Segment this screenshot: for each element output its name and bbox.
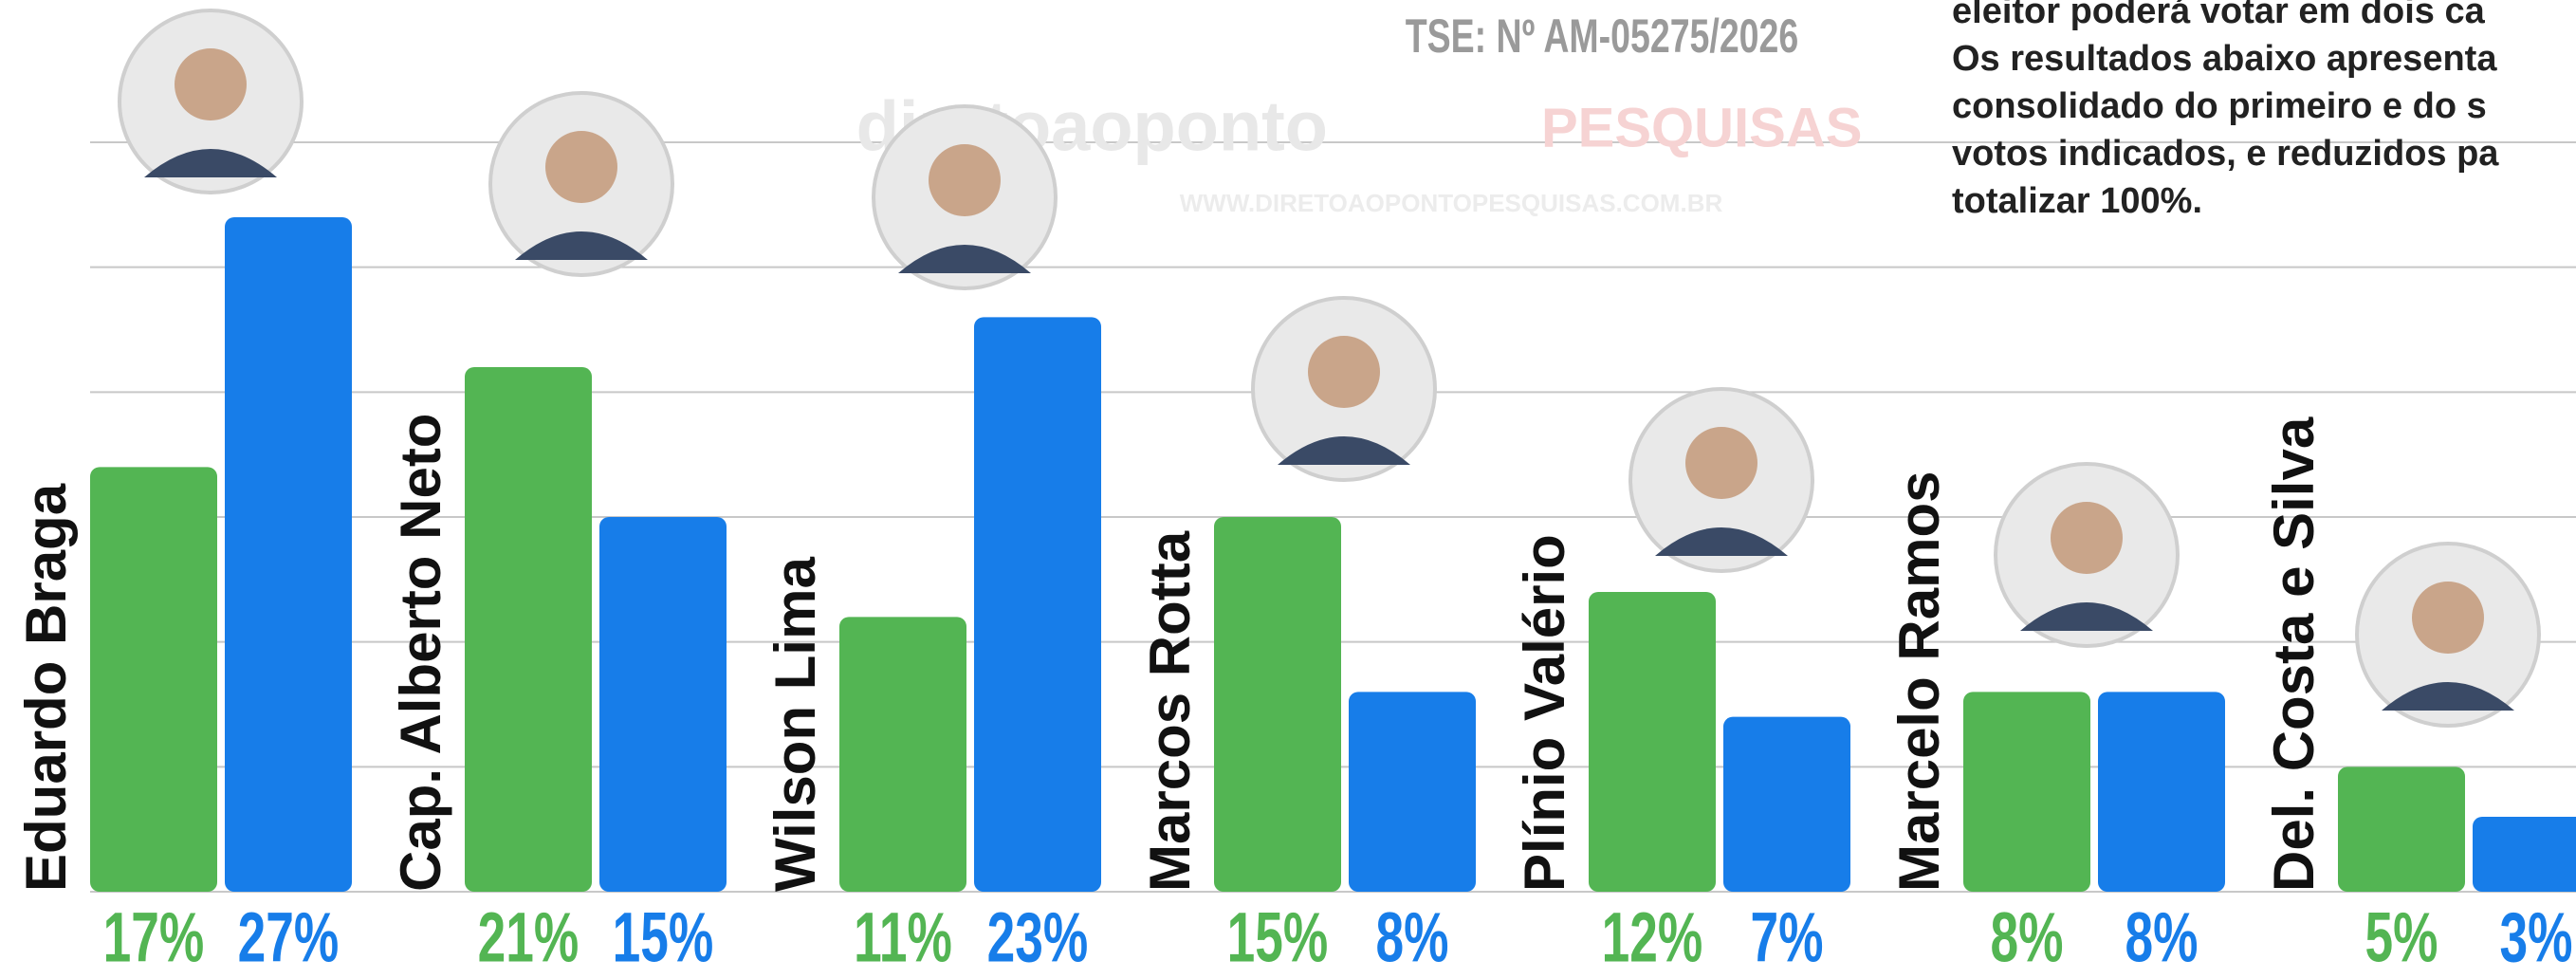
- candidate-name: Marcos Rotta: [1138, 530, 1202, 892]
- value-label: 27%: [238, 898, 340, 977]
- candidate-name: Eduardo Braga: [14, 483, 78, 892]
- bar: [1963, 692, 2090, 892]
- chart: TSE: Nº AM-05275/2026 diretoaoponto PESQ…: [0, 0, 2576, 979]
- bar: [974, 317, 1101, 892]
- watermark-tag: PESQUISAS: [1541, 97, 1862, 158]
- photo-head: [2051, 502, 2123, 574]
- bar: [2338, 767, 2465, 892]
- photo-head: [545, 131, 617, 203]
- note-line: totalizar 100%.: [1952, 181, 2202, 221]
- value-label: 17%: [103, 898, 205, 977]
- value-label: 8%: [1375, 898, 1448, 977]
- photo-head: [929, 144, 1001, 216]
- bar: [1349, 692, 1476, 892]
- note-line: eleitor poderá votar em dois ca: [1952, 0, 2486, 31]
- watermark-url: WWW.DIRETOAOPONTOPESQUISAS.COM.BR: [1180, 189, 1723, 217]
- candidate-name: Wilson Lima: [764, 557, 827, 892]
- candidate-name: Marcelo Ramos: [1887, 471, 1951, 893]
- bar: [599, 517, 727, 892]
- value-label: 8%: [1990, 898, 2063, 977]
- value-label: 21%: [478, 898, 580, 977]
- bar: [2473, 817, 2576, 892]
- note-line: consolidado do primeiro e do s: [1952, 86, 2487, 126]
- bar: [225, 217, 352, 892]
- note-line: votos indicados, e reduzidos pa: [1952, 134, 2499, 174]
- bar: [1589, 592, 1716, 892]
- value-label: 12%: [1602, 898, 1703, 977]
- bar: [1723, 717, 1850, 892]
- photo-head: [1685, 427, 1757, 499]
- value-label: 5%: [2364, 898, 2438, 977]
- value-label: 23%: [987, 898, 1089, 977]
- bar: [1214, 517, 1341, 892]
- value-label: 15%: [613, 898, 714, 977]
- candidate-name: Plínio Valério: [1513, 534, 1576, 892]
- candidate-name: Del. Costa e Silva: [2262, 416, 2326, 892]
- bar: [465, 367, 592, 892]
- registration: TSE: Nº AM-05275/2026: [1406, 10, 1799, 63]
- photo-head: [1308, 336, 1380, 408]
- value-label: 15%: [1227, 898, 1329, 977]
- bar: [90, 467, 217, 892]
- value-label: 11%: [854, 898, 952, 977]
- candidate-name: Cap. Alberto Neto: [389, 414, 452, 892]
- note-line: Os resultados abaixo apresenta: [1952, 39, 2497, 79]
- value-label: 8%: [2125, 898, 2198, 977]
- bar: [839, 617, 966, 892]
- value-label: 7%: [1750, 898, 1823, 977]
- photo-head: [175, 48, 247, 120]
- value-label: 3%: [2499, 898, 2572, 977]
- photo-head: [2412, 582, 2484, 654]
- bar: [2098, 692, 2225, 892]
